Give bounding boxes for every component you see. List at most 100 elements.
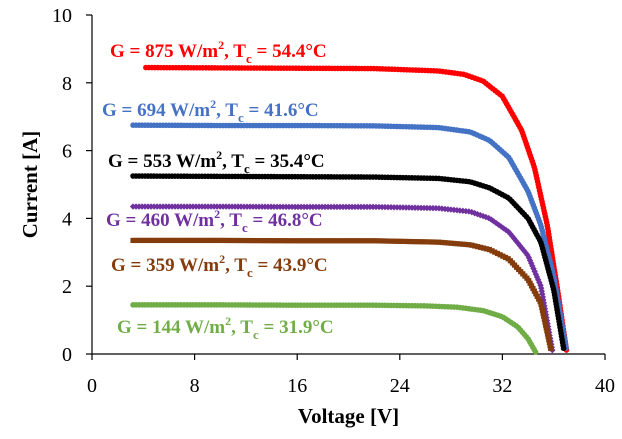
data-point [543,322,549,328]
data-point [424,239,430,245]
data-point [457,241,463,247]
data-point [472,243,478,249]
data-point [524,251,531,259]
data-point [415,239,421,245]
data-point [466,242,472,248]
series-label-4: G = 359 W/m2, Tc = 43.9°C [111,252,328,280]
data-point [286,238,292,244]
data-point [316,238,322,244]
data-point [460,241,466,247]
data-point [226,237,232,244]
data-point [187,237,193,244]
x-tick-label: 24 [390,375,410,397]
data-point [534,293,540,300]
data-point [250,237,256,244]
data-point [533,291,539,297]
data-point [463,241,469,248]
data-point [235,237,241,244]
x-tick-label: 0 [87,375,97,397]
data-point [361,238,367,244]
data-point [274,238,280,244]
data-point [542,319,548,325]
data-point [319,238,325,244]
data-point [439,239,445,246]
data-point [540,310,546,316]
data-point [367,238,373,244]
data-point [244,237,250,244]
data-point [382,238,388,244]
data-point [334,238,340,244]
data-point [459,207,467,215]
data-point [355,238,361,244]
data-point [142,237,148,244]
series-label-5: G = 144 W/m2, Tc = 31.9°C [117,314,334,342]
data-point [544,328,550,334]
data-point [545,334,551,340]
data-point [325,238,331,244]
data-point [196,237,202,244]
data-point [532,349,539,355]
data-point [379,238,385,244]
data-point [489,248,495,254]
data-point [295,238,301,244]
data-point [160,237,166,244]
data-point [385,238,391,244]
data-point [301,238,307,244]
data-point [529,262,536,270]
data-point [346,238,352,244]
data-point [298,238,304,244]
data-point [494,250,501,257]
data-point [217,237,223,244]
data-point [469,242,475,248]
series-2 [130,173,567,352]
data-point [520,247,527,254]
data-point [538,287,545,295]
data-point [537,299,543,305]
data-point [331,238,337,244]
data-point [412,239,418,245]
data-point [507,230,514,238]
data-point [376,238,382,244]
data-point [560,345,567,352]
data-point [256,238,262,244]
data-point [364,238,370,244]
data-point [512,237,520,245]
data-point [514,240,522,247]
data-point [418,239,424,245]
data-point [193,237,199,244]
x-tick-label: 32 [492,375,512,397]
data-point [406,238,412,245]
data-point [544,331,551,337]
data-point [292,238,298,244]
data-point [373,238,379,244]
y-tick-label: 8 [62,73,72,95]
data-point [451,240,457,247]
data-point [184,237,190,244]
y-tick-label: 10 [52,5,72,27]
data-point [492,249,498,255]
data-point [199,237,205,244]
data-point [289,238,295,244]
data-point [391,238,397,244]
series-layer [129,64,570,355]
data-point [310,238,316,244]
data-point [340,238,346,244]
data-point [433,239,439,245]
y-tick-label: 2 [62,276,72,298]
data-point [388,238,394,244]
data-point [337,238,343,244]
series-label-2: G = 553 W/m2, Tc = 35.4°C [108,148,325,176]
data-point [500,225,507,232]
series-0 [143,64,570,353]
series-label-1: G = 694 W/m2, Tc = 41.6°C [102,97,319,125]
series-4 [130,237,554,352]
data-point [486,246,492,253]
data-point [166,237,172,244]
data-point [500,253,506,259]
data-point [483,246,490,252]
data-point [208,237,214,244]
data-point [352,238,358,244]
data-point [518,244,525,252]
